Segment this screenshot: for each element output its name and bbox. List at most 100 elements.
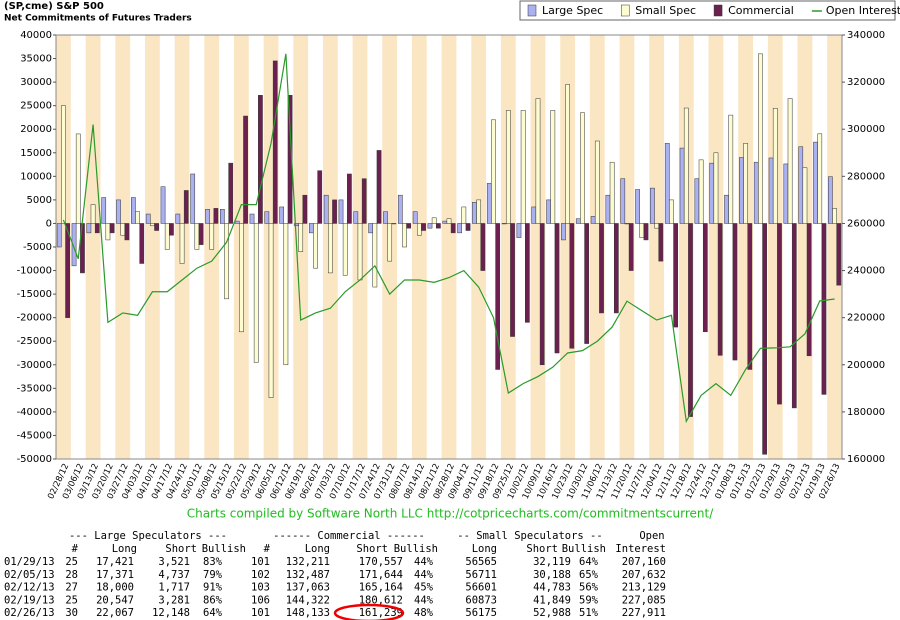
bar xyxy=(194,223,200,250)
bar xyxy=(457,223,462,234)
table-column-header: Short xyxy=(526,543,558,555)
bar xyxy=(228,162,234,224)
bar xyxy=(450,223,456,234)
bar xyxy=(836,223,842,286)
bar xyxy=(817,133,823,224)
bar xyxy=(535,98,541,224)
bar xyxy=(620,178,626,224)
bar xyxy=(56,223,62,248)
bar xyxy=(205,209,210,224)
bar xyxy=(164,223,170,250)
band-stripe xyxy=(500,35,516,459)
table-group-header: -- Small Speculators -- xyxy=(457,530,602,542)
bar xyxy=(643,223,649,241)
table-cell: 103 xyxy=(251,582,270,594)
band-stripe xyxy=(589,35,605,459)
bar xyxy=(743,143,748,224)
table-cell: 101 xyxy=(251,556,270,568)
bar xyxy=(777,223,782,405)
band-stripe xyxy=(441,35,457,459)
bar xyxy=(169,223,174,236)
table-column-header: Long xyxy=(472,543,497,555)
table-column-header: Long xyxy=(305,543,330,555)
legend-box xyxy=(519,0,896,21)
bar xyxy=(353,211,359,224)
bar xyxy=(90,204,96,224)
table-cell: 171,644 xyxy=(359,569,403,581)
table-cell: 65% xyxy=(579,569,599,581)
table-cell: 44% xyxy=(414,556,434,568)
bar xyxy=(650,187,655,224)
bar xyxy=(279,206,285,224)
table-cell: 25 xyxy=(65,594,78,606)
table-cell: 132,487 xyxy=(286,569,330,581)
table-cell: 02/05/13 xyxy=(4,569,55,581)
bar xyxy=(313,223,318,269)
bar xyxy=(446,218,452,224)
bar xyxy=(753,161,759,224)
y2-tick-label: 280000 xyxy=(847,171,885,182)
bar xyxy=(688,223,693,417)
bar xyxy=(406,223,412,229)
legend-label: Large Spec xyxy=(542,4,603,17)
legend-swatch xyxy=(527,4,537,17)
bar xyxy=(109,223,115,234)
table-cell: 4,737 xyxy=(158,569,190,581)
bar xyxy=(213,208,219,224)
y-tick-label: -25000 xyxy=(17,336,52,347)
bar xyxy=(813,141,818,224)
y2-tick-label: 160000 xyxy=(847,454,885,465)
y2-tick-label: 260000 xyxy=(847,218,885,229)
bar xyxy=(239,223,244,333)
band-stripe xyxy=(649,35,665,459)
table-cell: 44,783 xyxy=(533,582,571,594)
table-cell: 45% xyxy=(414,582,434,594)
bar xyxy=(361,178,367,224)
bar xyxy=(783,163,789,224)
bar xyxy=(150,223,155,227)
bar xyxy=(724,194,729,224)
bar xyxy=(402,223,407,248)
bar xyxy=(412,211,418,224)
y-tick-label: 35000 xyxy=(20,54,52,65)
bar xyxy=(372,223,378,288)
table-cell: 180,612 xyxy=(359,594,403,606)
table-cell: 148,133 xyxy=(286,607,330,619)
bar xyxy=(387,223,393,262)
table-cell: 20,547 xyxy=(96,594,134,606)
table-column-header: Long xyxy=(112,543,137,555)
bar xyxy=(802,167,808,224)
credit: Charts compiled by Software North LLC ht… xyxy=(187,507,714,521)
y2-tick-label: 240000 xyxy=(847,266,885,277)
bar xyxy=(501,223,507,225)
table-cell: 59% xyxy=(579,594,599,606)
table-cell: 101 xyxy=(251,607,270,619)
bar xyxy=(739,157,744,224)
table-cell: 44% xyxy=(414,594,434,606)
bar xyxy=(135,211,140,224)
bar xyxy=(525,223,530,323)
bar xyxy=(105,223,111,241)
table-cell: 207,632 xyxy=(622,569,666,581)
bar xyxy=(131,197,136,224)
y2-tick-label: 180000 xyxy=(847,407,885,418)
table-cell: 227,911 xyxy=(622,607,666,619)
y-tick-label: -15000 xyxy=(17,289,52,300)
bar xyxy=(768,157,774,224)
table-cell: 25 xyxy=(65,556,78,568)
table-column-header: Bullish xyxy=(202,543,246,555)
table-cell: 17,421 xyxy=(96,556,134,568)
y2-tick-label: 340000 xyxy=(847,30,885,41)
bar xyxy=(65,223,70,318)
bar xyxy=(383,211,388,224)
y-tick-label: 5000 xyxy=(27,195,52,206)
bar xyxy=(480,223,486,271)
bar xyxy=(154,223,159,231)
table-cell: 01/29/13 xyxy=(4,556,55,568)
bar xyxy=(520,110,526,224)
bar xyxy=(94,223,100,234)
bar xyxy=(654,223,659,229)
table-cell: 22,067 xyxy=(96,607,134,619)
table-cell: 56565 xyxy=(465,556,497,568)
y-tick-label: -35000 xyxy=(17,383,52,394)
